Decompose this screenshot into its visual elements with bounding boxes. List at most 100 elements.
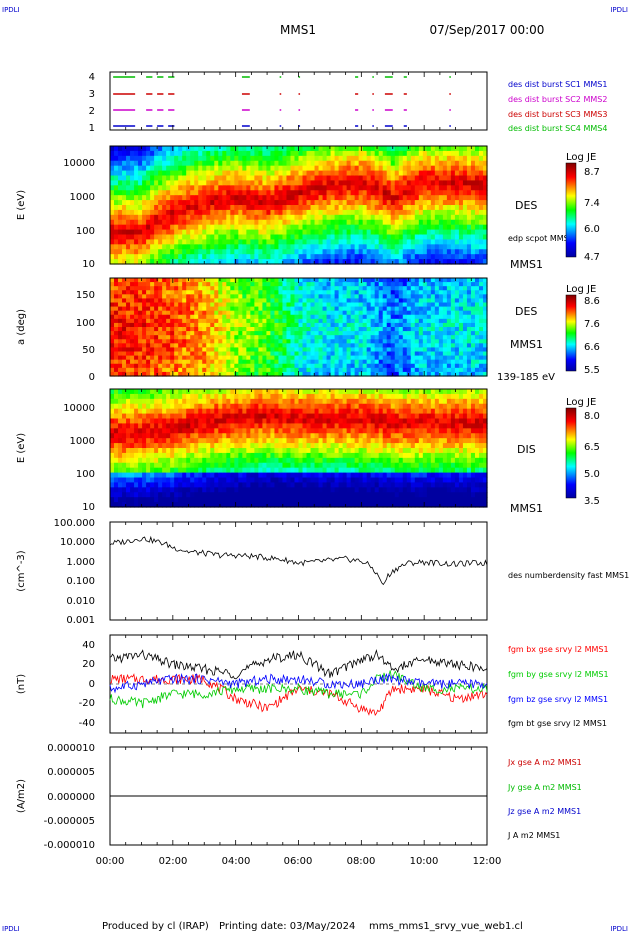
spectrogram-cell (118, 355, 123, 361)
spectrogram-cell (162, 423, 167, 429)
spectrogram-cell (310, 327, 316, 332)
spectrogram-cell (154, 234, 159, 241)
spectrogram-cell (358, 209, 364, 216)
burst-ytick-4: 4 (89, 72, 95, 83)
spectrogram-cell (266, 214, 272, 221)
spectrogram-cell (430, 327, 436, 332)
spectrogram-cell (482, 347, 488, 353)
spectrogram-cell (426, 347, 432, 353)
spectrogram-cell (186, 314, 191, 320)
spectrogram-cell (326, 331, 332, 336)
spectrogram-cell (262, 306, 268, 312)
spectrogram-cell (246, 339, 251, 344)
spectrogram-cell (154, 290, 159, 295)
spectrogram-cell (358, 244, 364, 250)
spectrogram-cell (310, 214, 316, 221)
spectrogram-cell (118, 418, 123, 425)
spectrogram-cell (218, 254, 223, 260)
spectrogram-cell (230, 195, 235, 201)
spectrogram-cell (150, 497, 155, 503)
spectrogram-cell (202, 155, 207, 162)
spectrogram-cell (330, 259, 336, 265)
spectrogram-cell (198, 302, 203, 308)
spectrogram-cell (206, 351, 211, 357)
spectrogram-cell (234, 209, 239, 216)
spectrogram-cell (422, 282, 428, 287)
spectrogram-cell (110, 423, 115, 429)
spectrogram-cell (370, 327, 376, 332)
spectrogram-cell (422, 298, 428, 304)
spectrogram-cell (146, 423, 151, 429)
spectrogram-cell (462, 254, 468, 260)
spectrogram-cell (426, 310, 432, 316)
spectrogram-cell (314, 322, 320, 328)
spectrogram-cell (442, 200, 448, 206)
spectrogram-cell (394, 244, 400, 250)
spectrogram-cell (258, 371, 263, 377)
spectrogram-cell (126, 492, 131, 498)
spectrogram-cell (346, 195, 352, 201)
spectrogram-cell (402, 150, 408, 157)
spectrogram-cell (158, 343, 163, 349)
spectrogram-cell (394, 259, 400, 265)
spectrogram-cell (198, 363, 203, 369)
spectrogram-cell (238, 359, 243, 365)
spectrogram-cell (154, 457, 159, 464)
spectrogram-cell (154, 502, 159, 508)
spectrogram-cell (146, 433, 151, 439)
spectrogram-cell (186, 327, 191, 332)
spectrogram-cell (130, 278, 135, 283)
spectrogram-cell (346, 294, 352, 300)
spectrogram-cell (430, 239, 436, 245)
spectrogram-cell (298, 254, 304, 260)
spectrogram-cell (278, 155, 284, 162)
spectrogram-cell (362, 234, 368, 241)
spectrogram-cell (378, 180, 384, 186)
spectrogram-cell (202, 190, 207, 196)
spectrogram-cell (154, 403, 159, 410)
spectrogram-cell (382, 339, 388, 344)
spectrogram-cell (146, 371, 151, 377)
spectrogram-cell (174, 180, 179, 186)
spectrogram-cell (194, 302, 199, 308)
spectrogram-cell (338, 351, 344, 357)
spectrogram-cell (130, 234, 135, 241)
spectrogram-cell (170, 347, 175, 353)
spectrogram-cell (210, 195, 215, 201)
spectrogram-cell (422, 249, 428, 255)
spectrogram-cell (430, 224, 436, 231)
spectrogram-cell (366, 209, 372, 216)
spectrogram-cell (302, 205, 308, 211)
spectrogram-cell (434, 359, 440, 365)
spectrogram-cell (130, 472, 135, 479)
spectrogram-cell (214, 150, 219, 157)
spectrogram-cell (358, 180, 364, 186)
spectrogram-cell (198, 310, 203, 316)
spectrogram-cell (230, 190, 235, 196)
spectrogram-cell (266, 355, 272, 361)
spectrogram-cell (430, 318, 436, 324)
des-pitch-sublabel: MMS1 (510, 338, 543, 351)
spectrogram-cell (462, 355, 468, 361)
spectrogram-cell (326, 254, 332, 260)
spectrogram-cell (474, 339, 480, 344)
spectrogram-cell (470, 302, 476, 308)
spectrogram-cell (458, 239, 464, 245)
spectrogram-cell (174, 403, 179, 410)
spectrogram-cell (466, 214, 472, 221)
spectrogram-cell (194, 254, 199, 260)
spectrogram-cell (318, 331, 324, 336)
spectrogram-cell (330, 278, 336, 283)
spectrogram-cell (430, 294, 436, 300)
spectrogram-cell (402, 165, 408, 172)
spectrogram-cell (250, 165, 255, 172)
spectrogram-cell (422, 150, 428, 157)
cbar1 (565, 162, 577, 258)
spectrogram-cell (242, 367, 247, 373)
spectrogram-cell (406, 318, 412, 324)
spectrogram-cell (250, 351, 255, 357)
spectrogram-cell (438, 355, 444, 361)
spectrogram-cell (314, 146, 320, 152)
spectrogram-cell (310, 200, 316, 206)
spectrogram-cell (262, 310, 268, 316)
